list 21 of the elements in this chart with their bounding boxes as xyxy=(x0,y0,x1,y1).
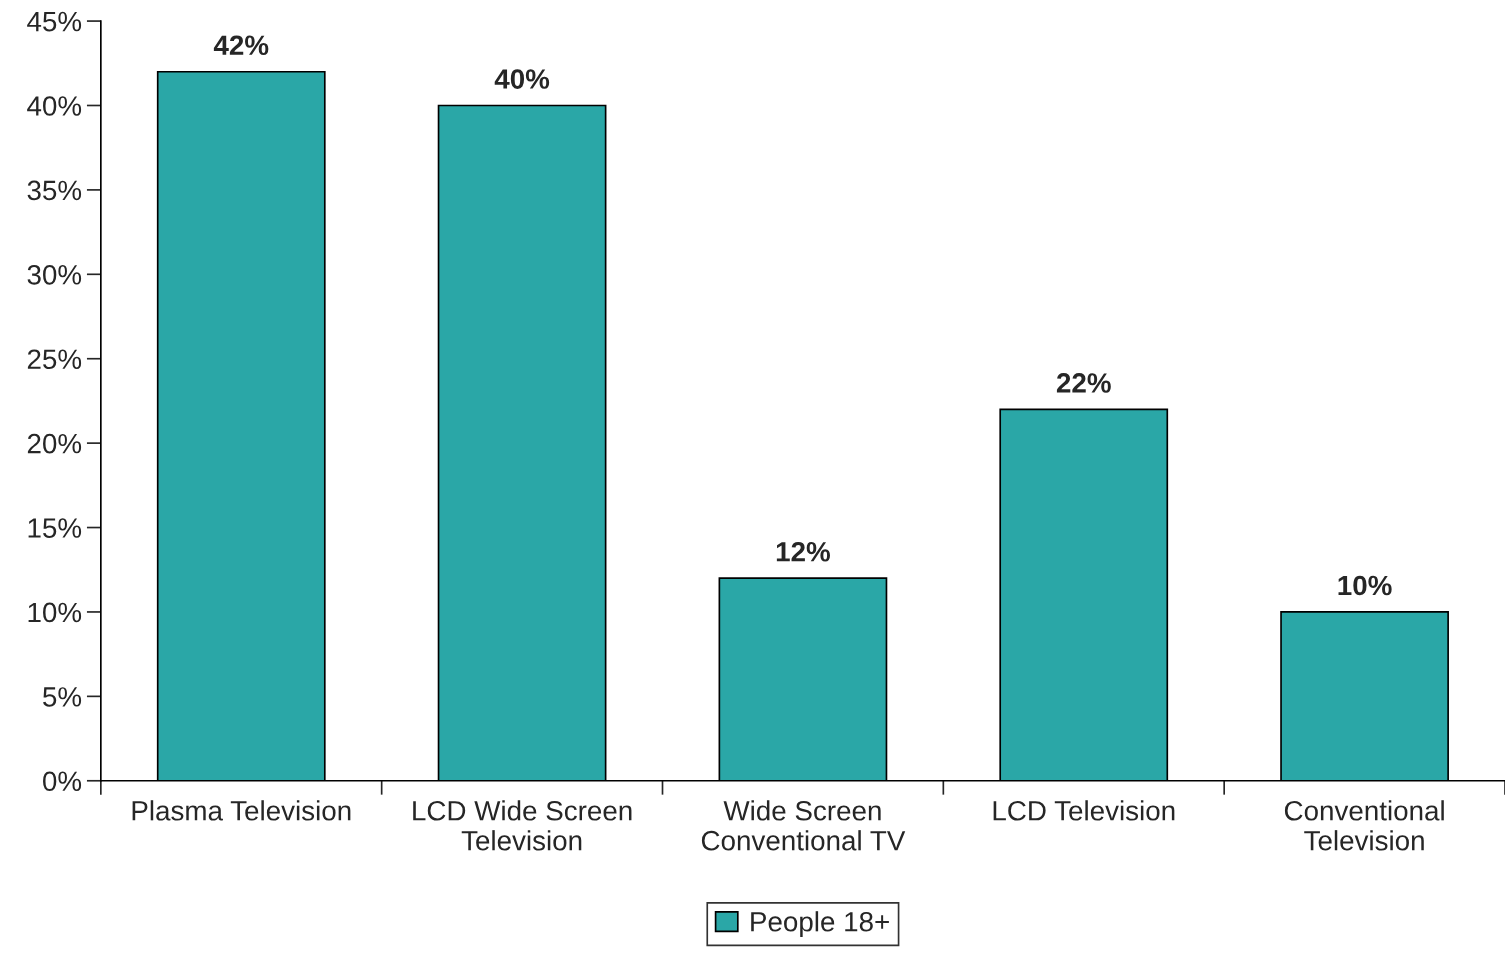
y-tick-label: 35% xyxy=(27,180,82,201)
x-tick-label: Wide Screen Conventional TV xyxy=(701,800,906,851)
y-tick-label: 5% xyxy=(43,687,82,707)
y-tick-label: 15% xyxy=(28,518,82,538)
y-tick-label: 20% xyxy=(27,433,82,454)
y-tick-label: 40% xyxy=(27,96,82,116)
data-label: 42% xyxy=(213,35,269,56)
data-label: 22% xyxy=(1056,373,1111,393)
x-tick-label: Plasma Television xyxy=(132,800,351,821)
y-tick-label: 10% xyxy=(28,602,82,623)
y-tick-label: 0% xyxy=(43,771,82,792)
y-tick-label: 30% xyxy=(27,264,82,285)
legend-label: People 18+ xyxy=(751,911,889,938)
y-tick-label: 25% xyxy=(27,349,82,370)
x-tick-label: LCD Television xyxy=(993,800,1175,821)
data-label: 12% xyxy=(776,541,830,562)
data-label: 10% xyxy=(1338,575,1392,596)
data-label: 40% xyxy=(494,69,550,89)
x-tick-label: Conventional Television xyxy=(1284,800,1444,851)
y-tick-label: 45% xyxy=(27,11,82,32)
x-tick-label: LCD Wide Screen Television xyxy=(413,800,632,851)
